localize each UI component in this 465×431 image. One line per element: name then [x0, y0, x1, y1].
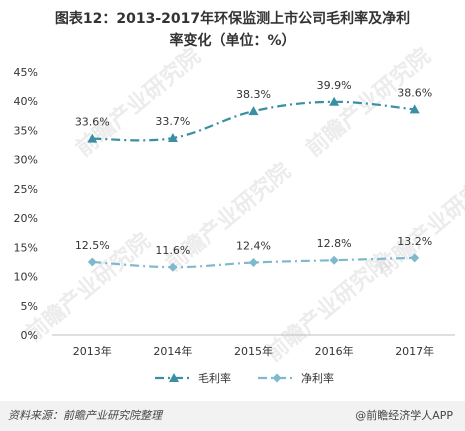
- line-chart: 0% 5% 10% 15% 20% 25% 30% 35% 40% 45% 2013年 2014年 20…: [14, 66, 455, 385]
- x-tick-label: 2015年: [234, 344, 273, 358]
- series-line-2: [92, 256, 415, 269]
- data-point-2: [87, 257, 97, 267]
- data-point-1: [409, 104, 420, 114]
- chart-title-line-2: 率变化（单位：%）: [169, 33, 296, 49]
- legend-marker: [272, 373, 282, 383]
- y-tick-label: 15%: [14, 241, 38, 254]
- footer-bar: [0, 401, 465, 431]
- data-point-1: [167, 133, 178, 143]
- data-point-2: [410, 253, 420, 263]
- data-label: 12.4%: [236, 240, 271, 253]
- data-point-1: [248, 106, 259, 116]
- brand-credit: @前瞻经济学人APP: [355, 409, 453, 422]
- x-tick-label: 2017年: [395, 344, 434, 358]
- data-label: 11.6%: [155, 244, 190, 257]
- y-tick-label: 40%: [14, 95, 38, 108]
- y-tick-label: 30%: [14, 154, 38, 167]
- data-label: 39.9%: [317, 79, 352, 92]
- source-note: 资料来源：前瞻产业研究院整理: [8, 409, 162, 422]
- y-tick-label: 35%: [14, 124, 38, 137]
- data-label: 38.3%: [236, 88, 271, 101]
- y-tick-label: 45%: [14, 66, 38, 79]
- data-point-1: [87, 133, 98, 143]
- x-tick-label: 2013年: [73, 344, 112, 358]
- data-point-2: [168, 262, 178, 272]
- data-label: 38.6%: [397, 86, 432, 99]
- data-point-2: [329, 255, 339, 265]
- y-tick-label: 10%: [14, 271, 38, 284]
- data-label: 12.8%: [317, 237, 352, 250]
- data-point-2: [249, 258, 258, 268]
- y-tick-label: 25%: [14, 183, 38, 196]
- y-tick-label: 20%: [14, 212, 38, 225]
- y-tick-label: 5%: [21, 300, 38, 313]
- data-label: 33.6%: [75, 116, 110, 129]
- chart-title-line-1: 图表12：2013-2017年环保监测上市公司毛利率及净利: [54, 11, 411, 27]
- data-label: 33.7%: [155, 115, 190, 128]
- data-point-1: [329, 96, 340, 106]
- y-tick-label: 0%: [21, 329, 38, 342]
- legend-label: 净利率: [301, 371, 334, 385]
- x-tick-label: 2014年: [153, 344, 192, 358]
- chart-title: 图表12：2013-2017年环保监测上市公司毛利率及净利 率变化（单位：%）: [0, 8, 465, 52]
- x-tick-label: 2016年: [315, 344, 354, 358]
- data-label: 12.5%: [75, 239, 110, 252]
- legend-label: 毛利率: [198, 371, 231, 385]
- legend-marker: [169, 373, 179, 382]
- data-label: 13.2%: [397, 235, 432, 248]
